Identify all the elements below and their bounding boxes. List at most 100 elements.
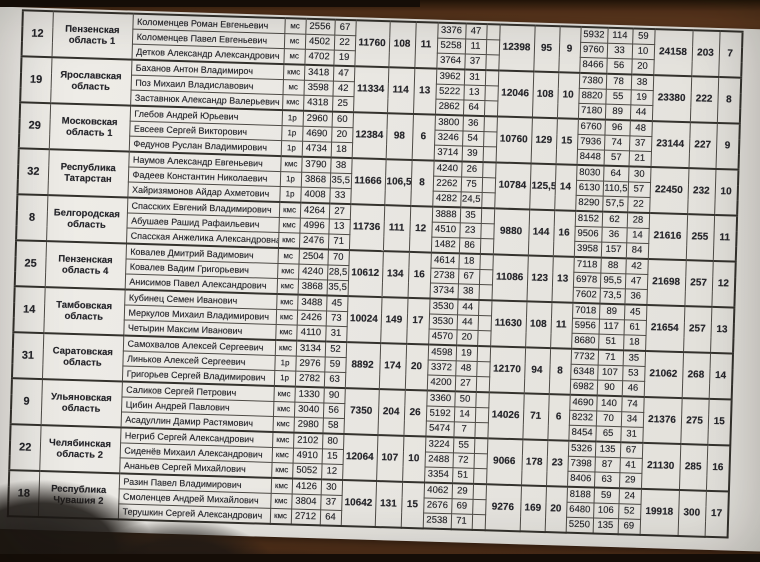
total-points-cell: 51 bbox=[598, 334, 624, 351]
round1-points-cell: 35,5 bbox=[326, 279, 349, 297]
team-total-sum-cell: 21698 bbox=[646, 258, 686, 307]
total-place-cell: 35 bbox=[622, 350, 646, 367]
team-region-cell: Московская область 1 bbox=[48, 103, 131, 152]
team-round1-sum-cell: 11736 bbox=[348, 204, 385, 252]
total-result-cell: 8290 bbox=[575, 195, 603, 212]
team-region-cell: Ульяновская область bbox=[40, 379, 122, 428]
round1-points-cell: 33 bbox=[329, 188, 351, 205]
round2-points-cell: 35 bbox=[459, 207, 482, 224]
spacer-cell bbox=[475, 391, 489, 408]
team-total-sum-cell: 21376 bbox=[642, 396, 682, 445]
total-result-cell: 6982 bbox=[569, 379, 598, 396]
athlete-rank-cell: 1р bbox=[280, 140, 303, 157]
total-result-cell: 5932 bbox=[580, 26, 608, 44]
total-place-cell: 53 bbox=[622, 365, 645, 382]
total-result-cell: 5326 bbox=[567, 440, 596, 457]
team-round1-points-cell: 149 bbox=[380, 297, 408, 344]
team-round2-sum-cell: 12046 bbox=[496, 70, 534, 118]
round2-points-cell: 50 bbox=[454, 391, 476, 408]
team-round1-points-cell: 111 bbox=[382, 205, 411, 252]
spacer-cell bbox=[482, 162, 496, 178]
round1-points-cell: 31 bbox=[325, 325, 347, 343]
round1-result-cell: 4318 bbox=[303, 95, 333, 112]
round1-points-cell: 90 bbox=[323, 387, 345, 404]
team-round1-points-cell: 131 bbox=[374, 481, 403, 528]
team-seed-cell: 29 bbox=[18, 102, 51, 150]
total-points-cell: 107 bbox=[597, 365, 623, 381]
athlete-rank-cell: 1р bbox=[279, 186, 301, 203]
team-round1-points-cell: 107 bbox=[376, 435, 404, 482]
athlete-rank-cell: кмс bbox=[271, 447, 294, 464]
round1-points-cell: 63 bbox=[323, 371, 346, 389]
team-total-place-cell: 8 bbox=[716, 76, 742, 124]
round1-result-cell: 3598 bbox=[303, 80, 333, 97]
round1-points-cell: 70 bbox=[327, 249, 349, 266]
round2-result-cell: 3246 bbox=[434, 130, 463, 146]
total-place-cell: 30 bbox=[628, 166, 651, 183]
athlete-rank-cell: кмс bbox=[277, 263, 299, 280]
total-place-cell: 61 bbox=[623, 319, 646, 336]
total-result-cell: 7398 bbox=[567, 456, 595, 472]
total-result-cell: 4690 bbox=[569, 394, 597, 412]
total-place-cell: 18 bbox=[623, 334, 646, 351]
round2-result-cell: 4062 bbox=[423, 482, 453, 499]
team-round1-place-cell: 12 bbox=[408, 205, 433, 253]
athlete-rank-cell: кмс bbox=[280, 156, 302, 173]
total-place-cell: 67 bbox=[619, 442, 643, 459]
round1-result-cell: 2980 bbox=[293, 417, 323, 434]
athlete-rank-cell: мс bbox=[284, 18, 306, 35]
athlete-rank-cell: кмс bbox=[271, 462, 293, 479]
team-round2-sum-cell: 14026 bbox=[487, 392, 524, 440]
spacer-cell bbox=[476, 361, 490, 377]
total-place-cell: 24 bbox=[618, 488, 641, 505]
athlete-rank-cell: кмс bbox=[269, 508, 292, 525]
team-round2-sum-cell: 10784 bbox=[494, 162, 531, 210]
round1-result-cell: 4702 bbox=[304, 49, 334, 66]
team-seed-cell: 8 bbox=[16, 194, 48, 242]
athlete-rank-cell: кмс bbox=[275, 309, 298, 326]
round2-points-cell: 36 bbox=[462, 115, 484, 132]
spacer-cell bbox=[478, 299, 492, 316]
round2-result-cell: 5258 bbox=[436, 38, 466, 54]
spacer-cell bbox=[471, 514, 486, 531]
spacer-cell bbox=[476, 345, 491, 362]
athlete-rank-cell: кмс bbox=[272, 431, 294, 449]
round1-points-cell: 45 bbox=[326, 295, 348, 312]
team-round1-points-cell: 204 bbox=[377, 389, 405, 436]
team-total-place-cell: 10 bbox=[714, 168, 739, 216]
team-round2-points-cell: 125,5 bbox=[529, 163, 556, 211]
round1-points-cell: 64 bbox=[319, 509, 342, 526]
team-round2-sum-cell: 9880 bbox=[492, 208, 530, 256]
team-round1-points-cell: 98 bbox=[385, 113, 413, 160]
athlete-rank-cell: мс bbox=[283, 48, 305, 65]
team-round1-place-cell: 13 bbox=[412, 67, 437, 115]
round2-points-cell: 23 bbox=[459, 222, 481, 239]
spacer-cell bbox=[474, 407, 489, 423]
spacer-cell bbox=[478, 284, 492, 301]
team-round1-sum-cell: 8892 bbox=[344, 342, 381, 390]
team-round1-sum-cell: 7350 bbox=[343, 388, 379, 436]
total-place-cell: 20 bbox=[631, 58, 654, 76]
total-points-cell: 90 bbox=[596, 380, 623, 397]
round2-points-cell: 24,5 bbox=[460, 191, 482, 209]
round2-result-cell: 3360 bbox=[426, 390, 455, 407]
team-total-sum-cell: 24158 bbox=[653, 29, 693, 77]
team-total-place-cell: 15 bbox=[707, 398, 732, 446]
round1-result-cell: 2556 bbox=[305, 18, 335, 36]
team-seed-cell: 25 bbox=[14, 240, 47, 288]
athlete-rank-cell: кмс bbox=[270, 477, 293, 495]
spacer-cell bbox=[479, 238, 494, 255]
round1-result-cell: 3868 bbox=[297, 279, 328, 296]
round1-points-cell: 73 bbox=[325, 310, 348, 327]
total-result-cell: 8680 bbox=[571, 333, 599, 350]
team-round2-place-cell: 14 bbox=[554, 164, 577, 211]
athlete-rank-cell: кмс bbox=[278, 217, 300, 234]
total-place-cell: 74 bbox=[621, 396, 644, 413]
round1-result-cell: 4240 bbox=[298, 264, 328, 280]
round1-points-cell: 58 bbox=[322, 417, 344, 435]
team-total-points-cell: 268 bbox=[681, 352, 711, 399]
round1-result-cell: 2102 bbox=[293, 432, 323, 449]
spacer-cell bbox=[479, 253, 493, 270]
team-round1-place-cell: 8 bbox=[410, 159, 434, 207]
athlete-name-cell: Терушкин Сергей Александрович bbox=[117, 503, 271, 524]
